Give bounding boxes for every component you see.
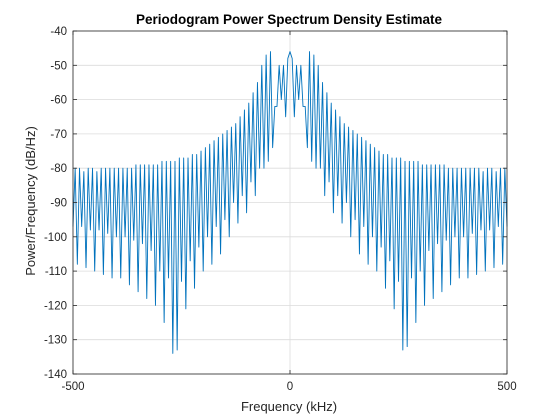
y-tick-label: -110	[45, 266, 67, 278]
y-tick-label: -80	[50, 163, 67, 175]
ticks: -140 -130 -120 -110 -100 -90 -80 -70 -60 -50 -40 -5…	[44, 26, 517, 393]
y-axis-label: Power/Frequency (dB/Hz)	[23, 126, 38, 276]
series-layer	[72, 51, 508, 354]
x-tick-label: 500	[497, 381, 516, 393]
x-tick-label: -500	[61, 381, 84, 393]
chart-title: Periodogram Power Spectrum Density Estim…	[136, 12, 443, 27]
y-tick-label: -50	[50, 60, 67, 72]
y-tick-label: -130	[44, 335, 67, 347]
y-tick-label: -70	[50, 129, 67, 141]
grid	[72, 30, 508, 375]
x-axis-label: Frequency (kHz)	[241, 399, 337, 414]
x-tick-label: 0	[287, 381, 293, 393]
y-tick-label: -90	[50, 198, 67, 210]
y-tick-label: -100	[44, 232, 67, 244]
y-tick-label: -40	[50, 26, 67, 38]
y-tick-label: -140	[44, 369, 67, 381]
y-tick-label: -60	[50, 95, 67, 107]
psd-series-line	[72, 51, 508, 354]
y-tick-label: -120	[44, 300, 67, 312]
